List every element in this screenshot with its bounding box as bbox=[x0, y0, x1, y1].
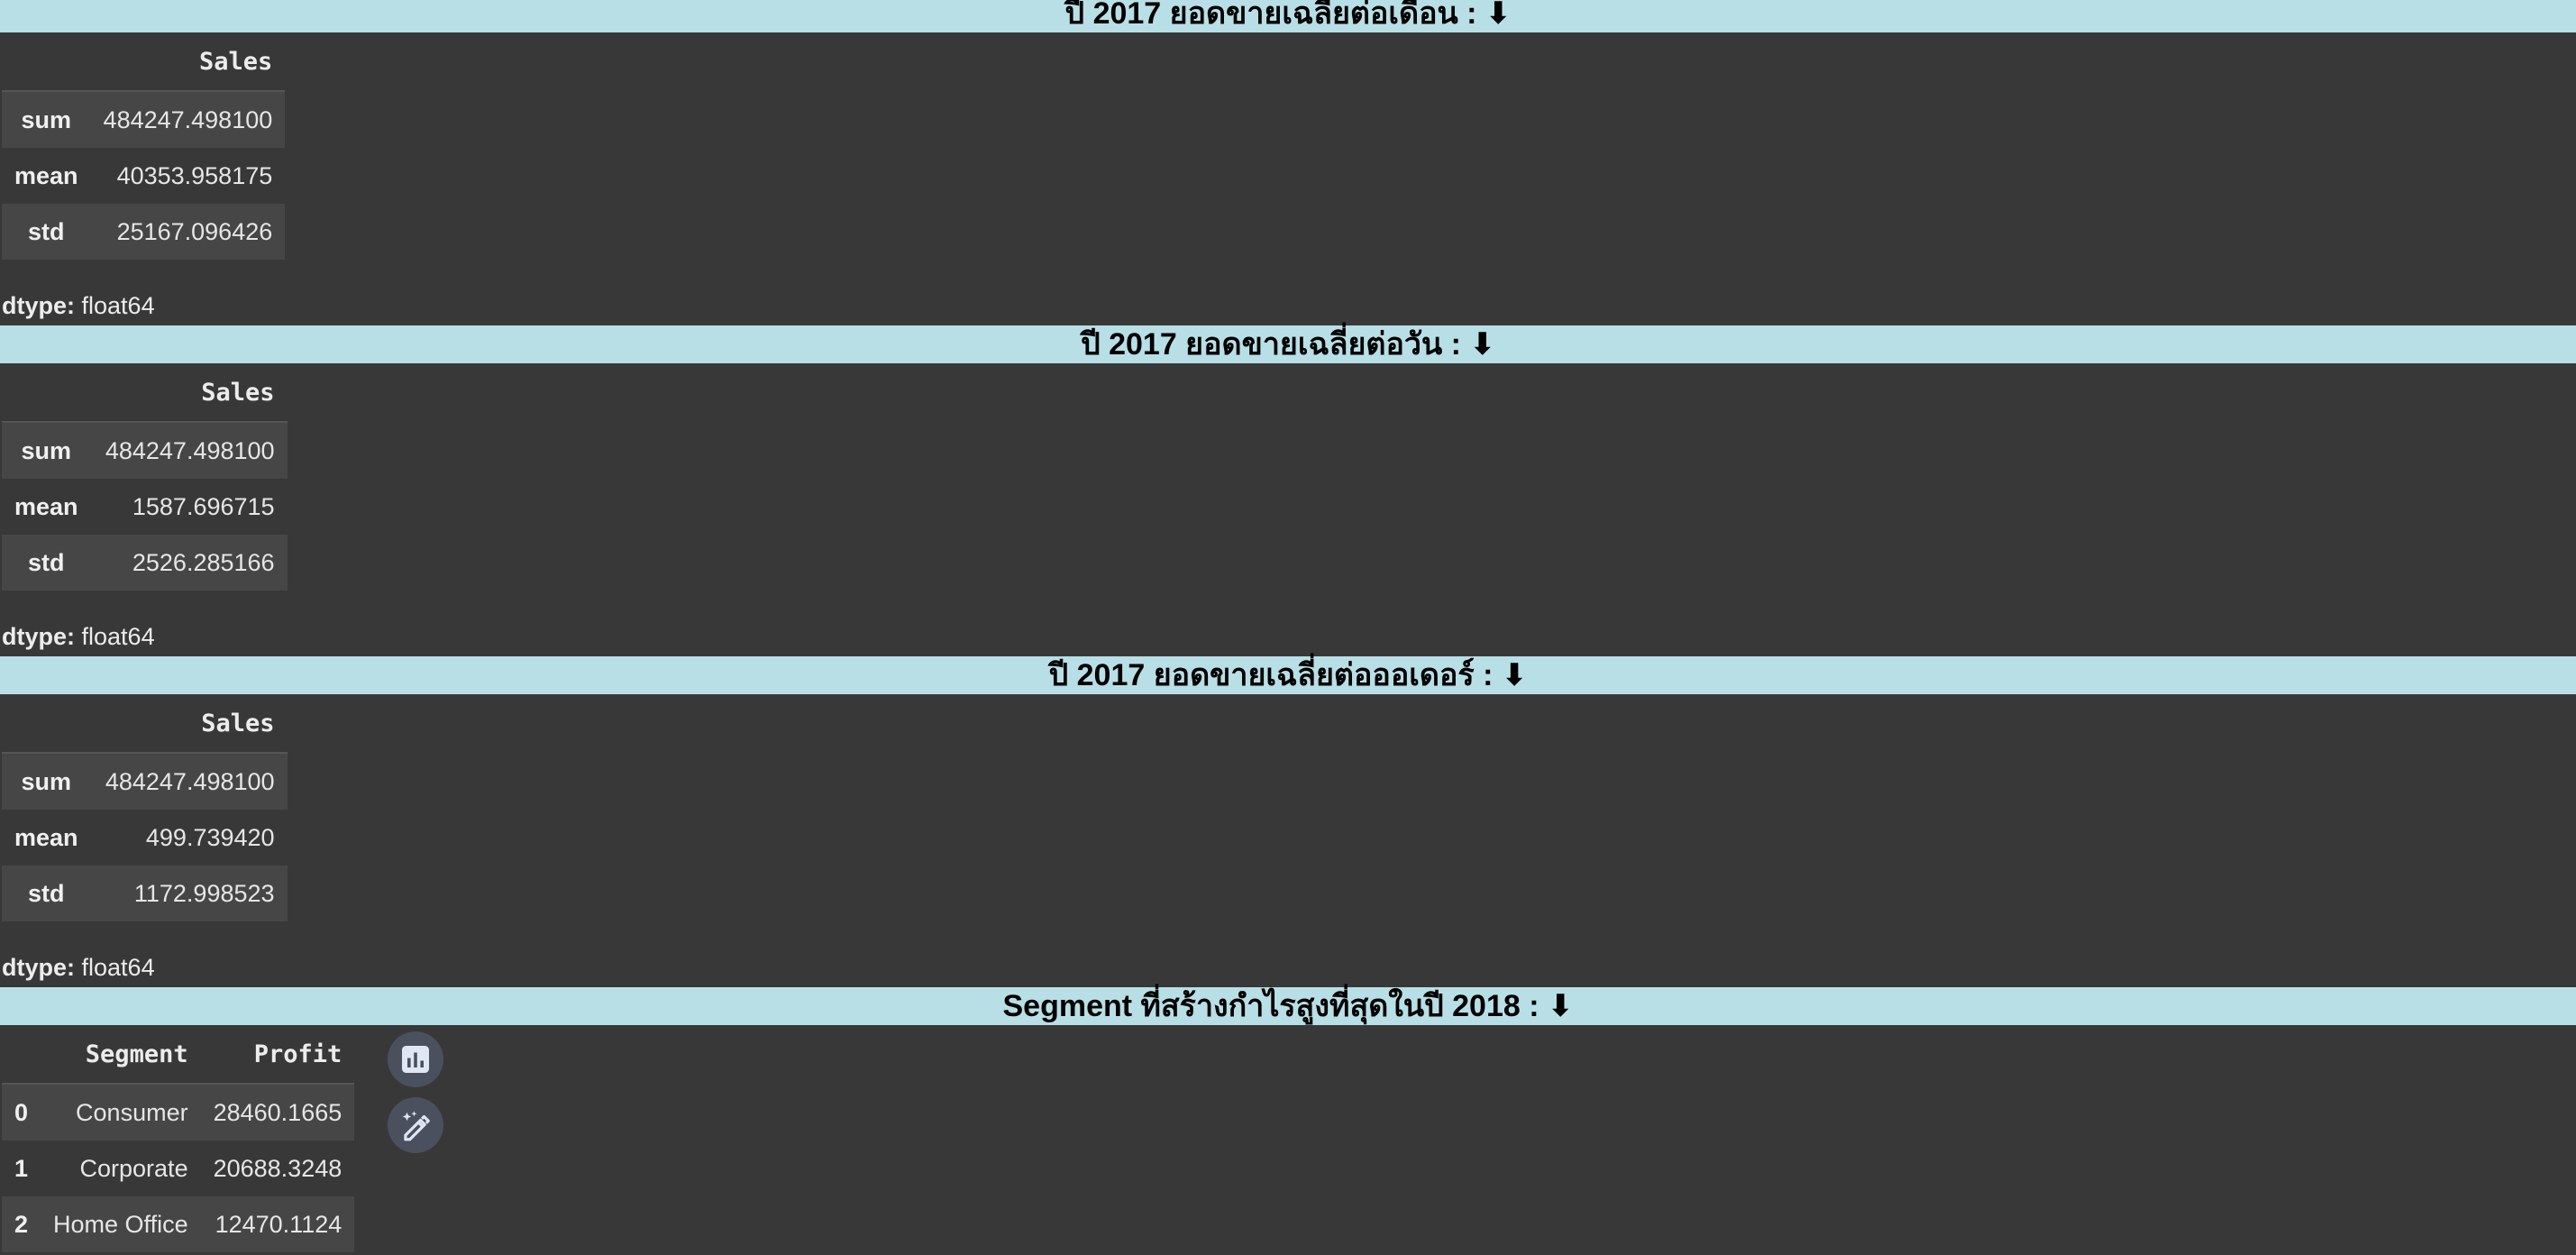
cell-value: 2526.285166 bbox=[132, 548, 275, 576]
generate-code-button[interactable] bbox=[388, 1097, 443, 1153]
cell-value: 484247.498100 bbox=[105, 436, 275, 464]
sales-stats-table-per-order: Sales sum 484247.498100 mean 499.739420 … bbox=[2, 694, 288, 921]
cell-value: 499.739420 bbox=[145, 823, 275, 851]
row-index: 2 bbox=[14, 1210, 29, 1238]
table-row: sum 484247.498100 bbox=[2, 753, 288, 810]
section-title-monthly: ปี 2017 ยอดขายเฉลี่ยต่อเดือน : ⬇ bbox=[0, 0, 2576, 32]
cell-segment: Corporate bbox=[79, 1154, 188, 1182]
dtype-info: dtype: float64 bbox=[2, 954, 155, 982]
dtype-label: dtype: bbox=[2, 292, 75, 319]
dtype-info: dtype: float64 bbox=[2, 292, 155, 320]
table-row: mean 1587.696715 bbox=[2, 479, 288, 535]
row-index: 0 bbox=[14, 1098, 29, 1126]
index-header bbox=[2, 1025, 41, 1085]
table-row: sum 484247.498100 bbox=[2, 91, 286, 148]
dtype-label: dtype: bbox=[2, 954, 75, 981]
cell-profit: 20688.3248 bbox=[213, 1154, 343, 1182]
row-label: mean bbox=[14, 492, 78, 520]
sales-stats-table-monthly: Sales sum 484247.498100 mean 40353.95817… bbox=[2, 32, 286, 260]
table-row: mean 499.739420 bbox=[2, 810, 288, 866]
column-header-profit: Profit bbox=[200, 1025, 355, 1085]
table-row: mean 40353.958175 bbox=[2, 148, 286, 204]
cell-value: 25167.096426 bbox=[116, 217, 273, 245]
row-label: sum bbox=[21, 436, 72, 464]
sales-stats-table-daily: Sales sum 484247.498100 mean 1587.696715… bbox=[2, 363, 288, 591]
table-row: std 25167.096426 bbox=[2, 204, 286, 260]
column-header-sales: Sales bbox=[90, 363, 288, 423]
table-row: std 2526.285166 bbox=[2, 535, 288, 591]
dtype-value: float64 bbox=[81, 623, 155, 650]
bar-chart-icon bbox=[402, 1046, 429, 1073]
cell-value: 1172.998523 bbox=[133, 879, 275, 907]
column-header-sales: Sales bbox=[90, 32, 286, 92]
segment-profit-table: Segment Profit 0 Consumer 28460.1665 1 C… bbox=[2, 1025, 355, 1252]
magic-wand-edit-icon bbox=[402, 1111, 430, 1141]
row-label: sum bbox=[21, 105, 72, 133]
row-label: std bbox=[28, 548, 65, 576]
table-row: 1 Corporate 20688.3248 bbox=[2, 1140, 355, 1196]
cell-profit: 12470.1124 bbox=[215, 1210, 343, 1238]
row-label: std bbox=[28, 217, 65, 245]
cell-profit: 28460.1665 bbox=[213, 1098, 343, 1126]
cell-segment: Consumer bbox=[76, 1098, 188, 1126]
cell-value: 1587.696715 bbox=[132, 492, 275, 520]
row-index: 1 bbox=[14, 1154, 29, 1182]
cell-value: 40353.958175 bbox=[116, 161, 273, 189]
table-row: sum 484247.498100 bbox=[2, 422, 288, 479]
row-label: mean bbox=[14, 823, 78, 851]
table-row: 0 Consumer 28460.1665 bbox=[2, 1084, 355, 1140]
row-label: mean bbox=[14, 161, 78, 189]
row-label: std bbox=[28, 879, 65, 907]
index-header bbox=[2, 363, 91, 423]
dtype-value: float64 bbox=[81, 292, 155, 319]
section-title-daily: ปี 2017 ยอดขายเฉลี่ยต่อวัน : ⬇ bbox=[0, 325, 2576, 363]
cell-value: 484247.498100 bbox=[103, 105, 273, 133]
column-header-sales: Sales bbox=[90, 694, 288, 754]
index-header bbox=[2, 694, 91, 754]
cell-segment: Home Office bbox=[53, 1210, 188, 1238]
suggest-charts-button[interactable] bbox=[388, 1031, 443, 1087]
dtype-info: dtype: float64 bbox=[2, 623, 155, 651]
section-title-per-order: ปี 2017 ยอดขายเฉลี่ยต่อออเดอร์ : ⬇ bbox=[0, 656, 2576, 694]
dtype-label: dtype: bbox=[2, 623, 75, 650]
cell-value: 484247.498100 bbox=[105, 767, 275, 795]
section-title-segment-profit: Segment ที่สร้างกำไรสูงที่สุดในปี 2018 :… bbox=[0, 987, 2576, 1025]
table-row: std 1172.998523 bbox=[2, 866, 288, 921]
index-header bbox=[2, 32, 91, 92]
column-header-segment: Segment bbox=[41, 1025, 201, 1085]
dtype-value: float64 bbox=[81, 954, 155, 981]
row-label: sum bbox=[21, 767, 72, 795]
table-row: 2 Home Office 12470.1124 bbox=[2, 1196, 355, 1252]
